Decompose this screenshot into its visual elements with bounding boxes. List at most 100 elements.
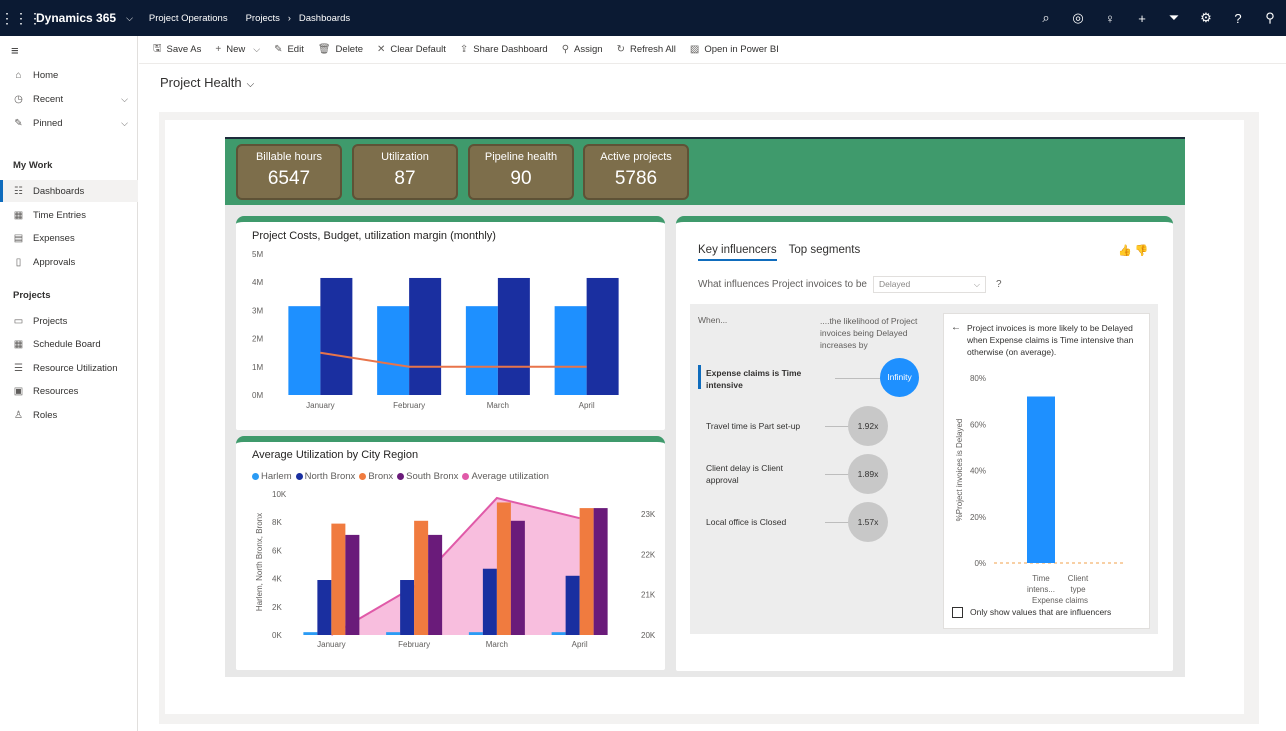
x-tick-label: January	[317, 640, 345, 649]
chevron-down-icon[interactable]: ⌵	[126, 12, 133, 23]
plus-icon[interactable]: +	[1138, 10, 1146, 26]
chevron-down-icon[interactable]: ⌵	[253, 44, 261, 54]
open-in-power-bi-button[interactable]: ▨ Open in Power BI	[690, 44, 779, 55]
bar	[386, 632, 401, 635]
ki-row-label[interactable]: Expense claims is Time intensive	[706, 368, 802, 390]
share-dashboard-button[interactable]: ⇪ Share Dashboard	[460, 44, 548, 55]
x-tick-label: intens...	[1027, 585, 1055, 594]
chevron-down-icon[interactable]: ⌵	[121, 117, 128, 128]
ki-row-label[interactable]: Client delay is Client approval	[706, 463, 784, 485]
feedback-icons: 👍 👎	[1118, 244, 1148, 257]
ki-when-header: When...	[698, 315, 728, 325]
tab-top-segments[interactable]: Top segments	[788, 244, 861, 256]
checkbox-label: Only show values that are influencers	[970, 607, 1112, 617]
legend-item[interactable]: South Bronx	[397, 471, 458, 482]
legend-item[interactable]: Average utilization	[462, 471, 549, 482]
kpi-card-utilization[interactable]: Utilization 87	[352, 144, 458, 200]
delete-button[interactable]: 🗑 Delete	[318, 44, 363, 55]
sidebar-item-schedule-board[interactable]: ▦ Schedule Board	[0, 333, 138, 355]
clear-default-button[interactable]: ✕ Clear Default	[377, 44, 446, 55]
sidebar-item-roles[interactable]: ♙ Roles	[0, 404, 138, 426]
legend-dot-icon	[252, 472, 259, 480]
resource-icon: ▣	[13, 385, 24, 397]
sidebar-item-label: Resources	[33, 385, 79, 397]
x-tick-label: Client	[1068, 574, 1089, 583]
tab-key-influencers[interactable]: Key influencers	[698, 244, 777, 261]
page-title[interactable]: Project Health ⌵	[160, 75, 254, 90]
bar	[482, 568, 497, 635]
ki-detail-text: Project invoices is more likely to be De…	[967, 323, 1134, 357]
sidebar-item-label: Schedule Board	[33, 338, 101, 350]
kpi-label: Billable hours	[255, 151, 323, 163]
chevron-down-icon[interactable]: ⌵	[121, 93, 128, 104]
user-icon[interactable]: ⚲	[1265, 10, 1275, 25]
legend-item[interactable]: North Bronx	[295, 471, 355, 482]
share-dashboard-label: Share Dashboard	[473, 44, 548, 55]
edit-button[interactable]: ✎ Edit	[274, 44, 304, 55]
thumbs-up-icon[interactable]: 👍	[1118, 245, 1132, 257]
refresh-all-button[interactable]: ↻ Refresh All	[617, 44, 676, 55]
sidebar-item-approvals[interactable]: ▯ Approvals	[0, 251, 138, 273]
sidebar-item-resource-utilization[interactable]: ☰ Resource Utilization	[0, 357, 138, 379]
ki-row-label[interactable]: Local office is Closed	[706, 517, 787, 527]
app-launcher-icon[interactable]: ⋮⋮⋮	[0, 9, 42, 26]
assign-button[interactable]: ⚲ Assign	[562, 44, 603, 55]
ki-bubble[interactable]: 1.89x	[848, 454, 888, 494]
app-name[interactable]: Dynamics 365	[36, 11, 117, 25]
y2-tick-label: 20K	[641, 631, 656, 640]
thumbs-down-icon[interactable]: 👎	[1134, 245, 1149, 257]
legend-label: Average utilization	[471, 471, 549, 482]
bar	[497, 277, 530, 395]
help-icon[interactable]: ?	[1234, 10, 1242, 26]
utilization-chart[interactable]: Harlem, North Bronx, Bronx 0K 2K 4K 6K 8K 10K 2…	[236, 484, 665, 654]
help-icon[interactable]: ?	[995, 279, 1002, 290]
kpi-card-pipeline-health[interactable]: Pipeline health 90	[468, 144, 574, 200]
ki-likelihood-header: ....the likelihood of Project invoices b…	[820, 316, 918, 350]
ki-bubble[interactable]: 1.57x	[848, 502, 888, 542]
gear-icon[interactable]: ⚙	[1200, 10, 1212, 25]
sidebar-item-pinned[interactable]: ✎ Pinned ⌵	[0, 112, 138, 134]
ki-bubble[interactable]: 1.92x	[848, 406, 888, 446]
ki-outcome-select[interactable]: Delayed ⌵	[872, 276, 986, 293]
filter-icon[interactable]: ⏷	[1168, 10, 1180, 25]
save-icon: 🖫	[153, 43, 162, 54]
command-bar: 🖫 Save As + New ⌵ ✎ Edit 🗑 Delete ✕ Clear Defa…	[139, 36, 1286, 64]
chevron-down-icon[interactable]: ⌵	[246, 79, 255, 90]
list-icon: ☰	[14, 362, 23, 374]
bar	[579, 508, 594, 635]
sidebar-item-expenses[interactable]: ▤ Expenses	[0, 227, 138, 249]
sidebar-item-recent[interactable]: ◷ Recent ⌵	[0, 88, 138, 110]
kpi-card-billable-hours[interactable]: Billable hours 6547	[236, 144, 342, 200]
bar	[1027, 396, 1055, 563]
hamburger-icon[interactable]: ≡	[11, 43, 19, 58]
legend-item[interactable]: Bronx	[359, 471, 393, 482]
sidebar-item-resources[interactable]: ▣ Resources	[0, 380, 138, 402]
influencers-only-checkbox[interactable]	[952, 607, 963, 618]
kpi-value: 87	[394, 168, 416, 189]
search-icon[interactable]: ⌕	[1042, 10, 1050, 25]
connector-line	[835, 378, 881, 379]
sidebar-item-time-entries[interactable]: ▦ Time Entries	[0, 204, 138, 226]
sidebar-item-projects[interactable]: ▭ Projects	[0, 310, 138, 332]
save-as-label: Save As	[166, 44, 202, 55]
ki-bubble-infinity[interactable]: Infinity	[880, 358, 919, 397]
costs-budget-chart[interactable]: 0M 1M 2M 3M 4M 5M January February March April	[236, 244, 665, 420]
x-tick-label: March	[487, 401, 509, 410]
ki-detail-chart[interactable]: %Project invoices is Delayed 0% 20% 40% 60% 8…	[944, 364, 1149, 608]
legend-item[interactable]: Harlem	[252, 471, 292, 482]
ki-row-label[interactable]: Travel time is Part set-up	[706, 421, 801, 431]
save-as-button[interactable]: 🖫 Save As	[153, 41, 201, 58]
back-arrow-icon[interactable]: ←	[951, 322, 961, 333]
area-name[interactable]: Project Operations	[148, 12, 228, 24]
breadcrumb-projects[interactable]: Projects	[245, 12, 280, 24]
sidebar-item-label: Approvals	[33, 256, 76, 268]
lightbulb-icon[interactable]: ♀	[1105, 10, 1115, 26]
new-button[interactable]: + New ⌵	[215, 44, 260, 55]
task-icon[interactable]: ◎	[1072, 10, 1084, 25]
breadcrumb-dashboards[interactable]: Dashboards	[298, 12, 351, 24]
kpi-card-active-projects[interactable]: Active projects 5786	[583, 144, 689, 200]
sidebar-item-home[interactable]: ⌂ Home	[0, 64, 138, 86]
sidebar-item-dashboards[interactable]: ☷ Dashboards	[0, 180, 138, 202]
chart-title: Project Costs, Budget, utilization margi…	[252, 230, 496, 242]
bar	[586, 277, 619, 395]
